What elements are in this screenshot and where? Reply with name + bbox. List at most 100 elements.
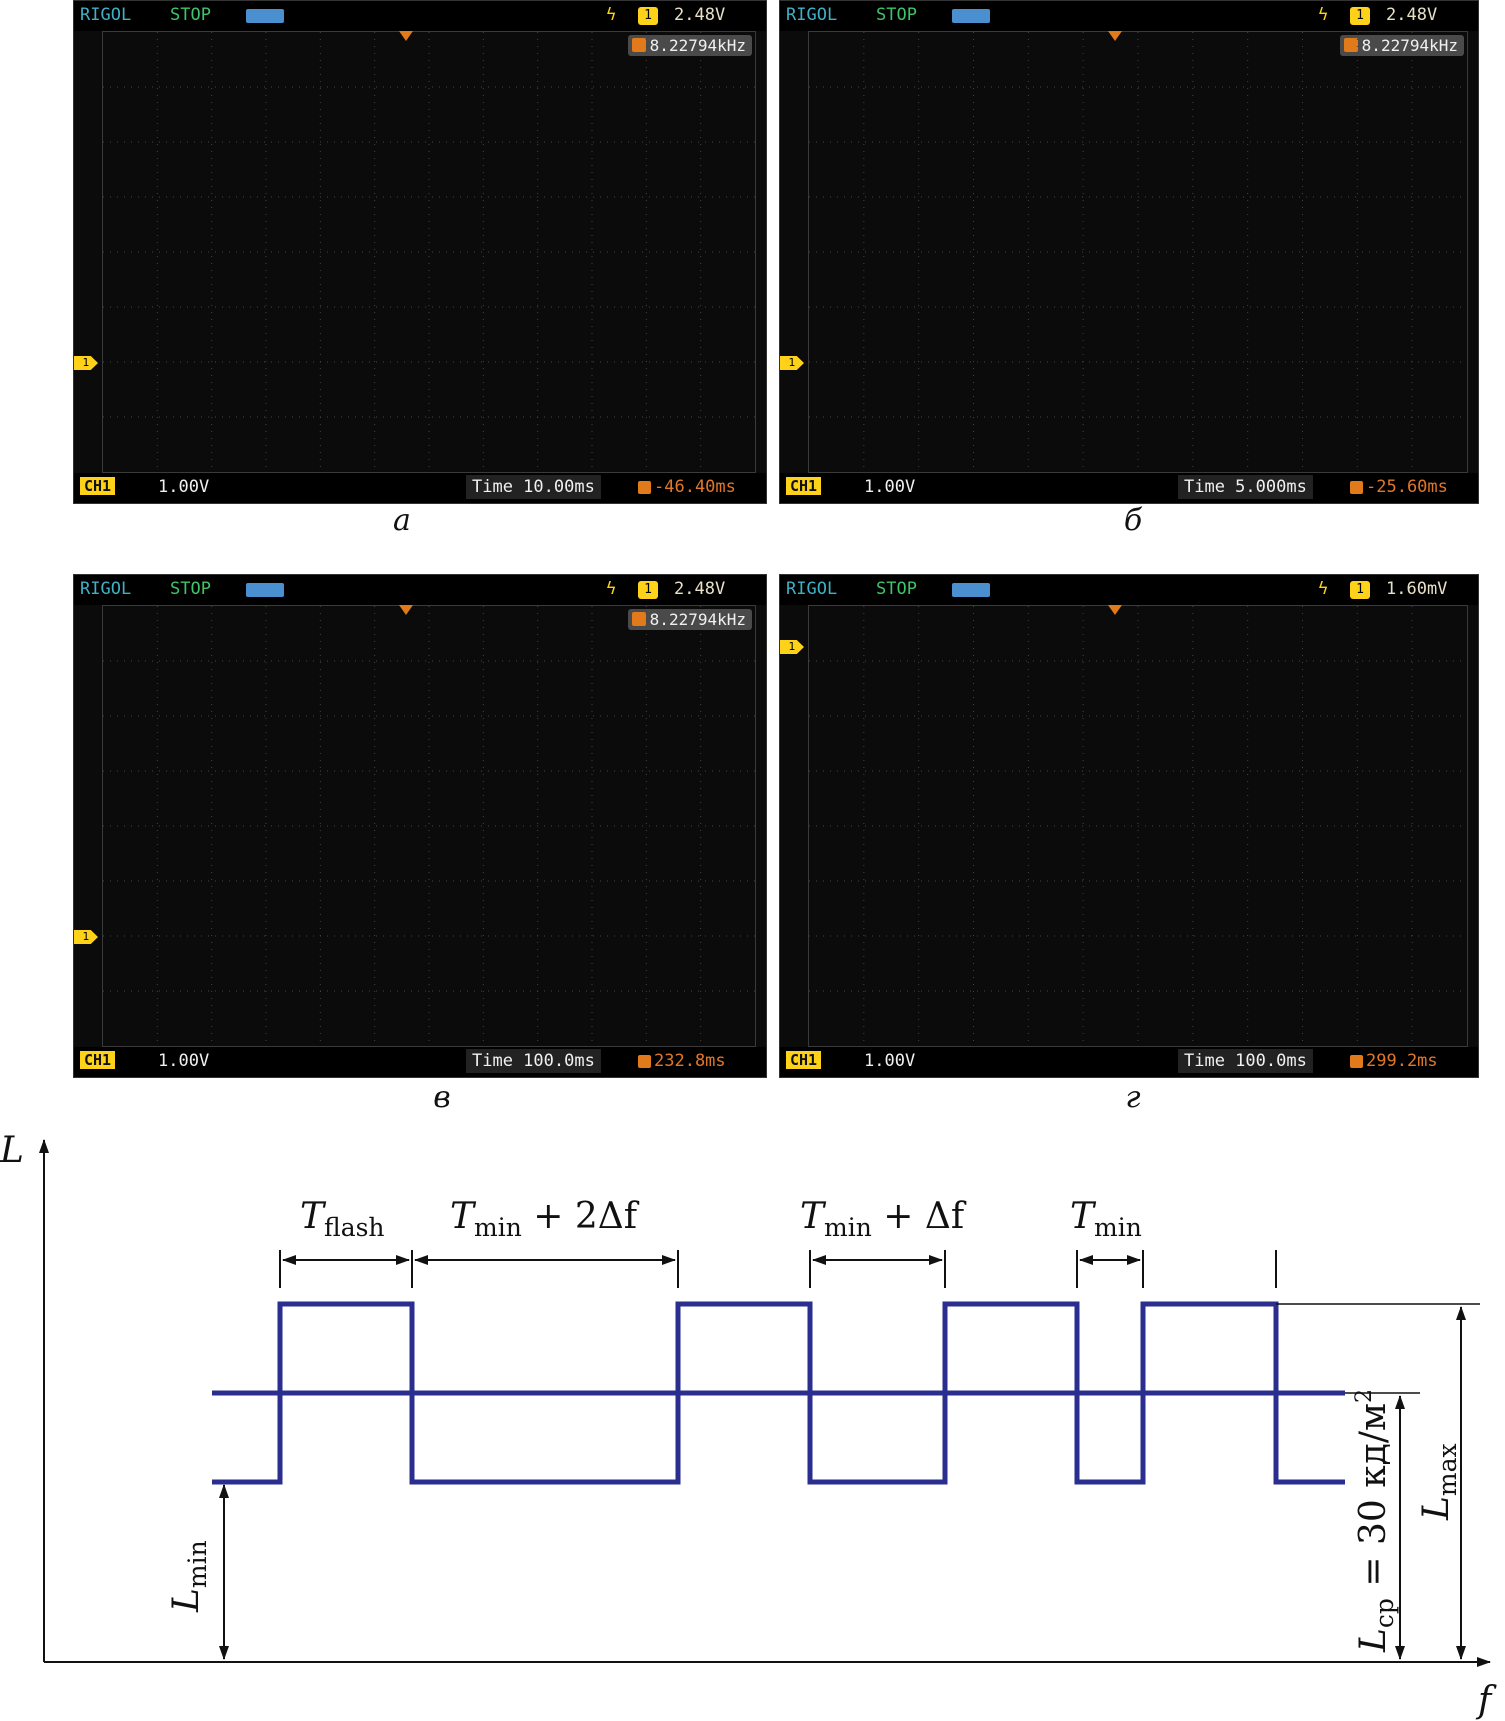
scope-bottom-bar: CH1 1.00V Time 10.00ms -46.40ms [74, 473, 766, 503]
timebase: Time 100.0ms [1178, 1049, 1313, 1073]
channel-badge: CH1 [80, 1051, 116, 1069]
scope-brand: RIGOL [80, 579, 132, 599]
scope-top-bar: RIGOL STOP ϟ 1 1.60mV [780, 575, 1478, 605]
oscilloscope-panel: RIGOL STOP ϟ 1 2.48V CH1 1.00V Time 10.0… [73, 0, 767, 504]
l-avg-label: Lср = 30 кд/м2 [1352, 1389, 1399, 1653]
trigger-channel-icon: 1 [638, 581, 658, 599]
waveform-area [808, 31, 1468, 473]
trigger-offset-value: 232.8ms [654, 1051, 726, 1071]
run-state: STOP [876, 5, 917, 25]
memory-bar-icon [246, 583, 284, 597]
trigger-edge-icon: ϟ [1318, 5, 1329, 25]
t-min-df-label: Tmin + Δf [800, 1196, 967, 1242]
trigger-offset-icon [638, 481, 651, 494]
waveform-area [102, 31, 756, 473]
trigger-offset-value: 299.2ms [1366, 1051, 1438, 1071]
trigger-offset: -25.60ms [1350, 477, 1448, 497]
trigger-offset-value: -46.40ms [654, 477, 736, 497]
oscilloscope-panel: RIGOL STOP ϟ 1 2.48V CH1 1.00V Time 5.00… [779, 0, 1479, 504]
trigger-position-marker[interactable] [399, 605, 413, 615]
channel1-ground-marker[interactable]: 1 [780, 356, 804, 370]
trigger-offset-icon [1350, 1055, 1363, 1068]
timebase: Time 100.0ms [466, 1049, 601, 1073]
scope-graticule [103, 606, 755, 1046]
scope-bottom-bar: CH1 1.00V Time 5.000ms -25.60ms [780, 473, 1478, 503]
l-min-label: Lmin [166, 1540, 212, 1613]
memory-bar-icon [952, 9, 990, 23]
channel-badge: CH1 [786, 477, 822, 495]
memory-bar-icon [952, 583, 990, 597]
scope-brand: RIGOL [786, 579, 838, 599]
t-flash-label: Tflash [300, 1196, 385, 1242]
frequency-value: 8.22794kHz [1361, 36, 1458, 55]
trigger-edge-icon: ϟ [1318, 579, 1329, 599]
interval-markers [279, 1250, 1277, 1288]
trigger-edge-icon: ϟ [606, 5, 617, 25]
trigger-channel-icon: 1 [1350, 581, 1370, 599]
luminance-waveform [212, 1301, 1345, 1485]
trigger-offset-icon [1350, 481, 1363, 494]
t-min-2df-label: Tmin + 2Δf [450, 1196, 640, 1242]
y-axis-label: L [0, 1130, 24, 1171]
waveform-area [808, 605, 1468, 1047]
frequency-value: 8.22794kHz [649, 36, 746, 55]
frequency-readout: 8.22794kHz [627, 35, 752, 56]
trigger-offset: -46.40ms [638, 477, 736, 497]
trigger-edge-icon: ϟ [606, 579, 617, 599]
channel-badge: CH1 [786, 1051, 822, 1069]
t-min-label: Tmin [1070, 1196, 1142, 1242]
channel-badge: CH1 [80, 477, 116, 495]
x-axis-label: f [1475, 1680, 1497, 1721]
trigger-channel-icon: 1 [638, 7, 658, 25]
trigger-offset: 299.2ms [1350, 1051, 1438, 1071]
frequency-readout: 8.22794kHz [627, 609, 752, 630]
trigger-level: 2.48V [674, 5, 726, 25]
scope-graticule [809, 606, 1467, 1046]
memory-bar-icon [246, 9, 284, 23]
scope-bottom-bar: CH1 1.00V Time 100.0ms 232.8ms [74, 1047, 766, 1077]
scope-bottom-bar: CH1 1.00V Time 100.0ms 299.2ms [780, 1047, 1478, 1077]
luminance-timing-diagram: L f Tflash Tmin + 2Δf Tmin + Δf Tmin Lmi… [0, 1130, 1497, 1721]
channel1-ground-marker[interactable]: 1 [74, 356, 98, 370]
trigger-position-marker[interactable] [1108, 605, 1122, 615]
run-state: STOP [876, 579, 917, 599]
trigger-offset-value: -25.60ms [1366, 477, 1448, 497]
caption-b: б [1123, 503, 1143, 538]
l-max-label: Lmax [1416, 1443, 1462, 1521]
scope-brand: RIGOL [786, 5, 838, 25]
trigger-position-marker[interactable] [399, 31, 413, 41]
frequency-readout: 8.22794kHz [1339, 35, 1464, 56]
run-state: STOP [170, 579, 211, 599]
scope-top-bar: RIGOL STOP ϟ 1 2.48V [780, 1, 1478, 31]
trigger-marker-icon [1343, 38, 1358, 52]
trigger-channel-icon: 1 [1350, 7, 1370, 25]
trigger-offset-icon [638, 1055, 651, 1068]
trigger-marker-icon [631, 612, 646, 626]
trigger-position-marker[interactable] [1108, 31, 1122, 41]
caption-g: г [1125, 1080, 1141, 1115]
scope-brand: RIGOL [80, 5, 132, 25]
trigger-level: 1.60mV [1386, 579, 1448, 599]
scope-graticule [809, 32, 1467, 472]
channel1-ground-marker[interactable]: 1 [780, 640, 804, 654]
trigger-offset: 232.8ms [638, 1051, 726, 1071]
oscilloscope-panel: RIGOL STOP ϟ 1 1.60mV CH1 1.00V Time 100… [779, 574, 1479, 1078]
frequency-value: 8.22794kHz [649, 610, 746, 629]
caption-a: а [393, 503, 411, 538]
volts-per-div: 1.00V [158, 1051, 210, 1071]
timebase: Time 10.00ms [466, 475, 601, 499]
trigger-level: 2.48V [674, 579, 726, 599]
volts-per-div: 1.00V [864, 477, 916, 497]
waveform-area [102, 605, 756, 1047]
scope-top-bar: RIGOL STOP ϟ 1 2.48V [74, 575, 766, 605]
channel1-ground-marker[interactable]: 1 [74, 930, 98, 944]
scope-graticule [103, 32, 755, 472]
run-state: STOP [170, 5, 211, 25]
volts-per-div: 1.00V [158, 477, 210, 497]
oscilloscope-panel: RIGOL STOP ϟ 1 2.48V CH1 1.00V Time 100.… [73, 574, 767, 1078]
trigger-marker-icon [631, 38, 646, 52]
timebase: Time 5.000ms [1178, 475, 1313, 499]
scope-top-bar: RIGOL STOP ϟ 1 2.48V [74, 1, 766, 31]
caption-v: в [433, 1080, 451, 1115]
trigger-level: 2.48V [1386, 5, 1438, 25]
